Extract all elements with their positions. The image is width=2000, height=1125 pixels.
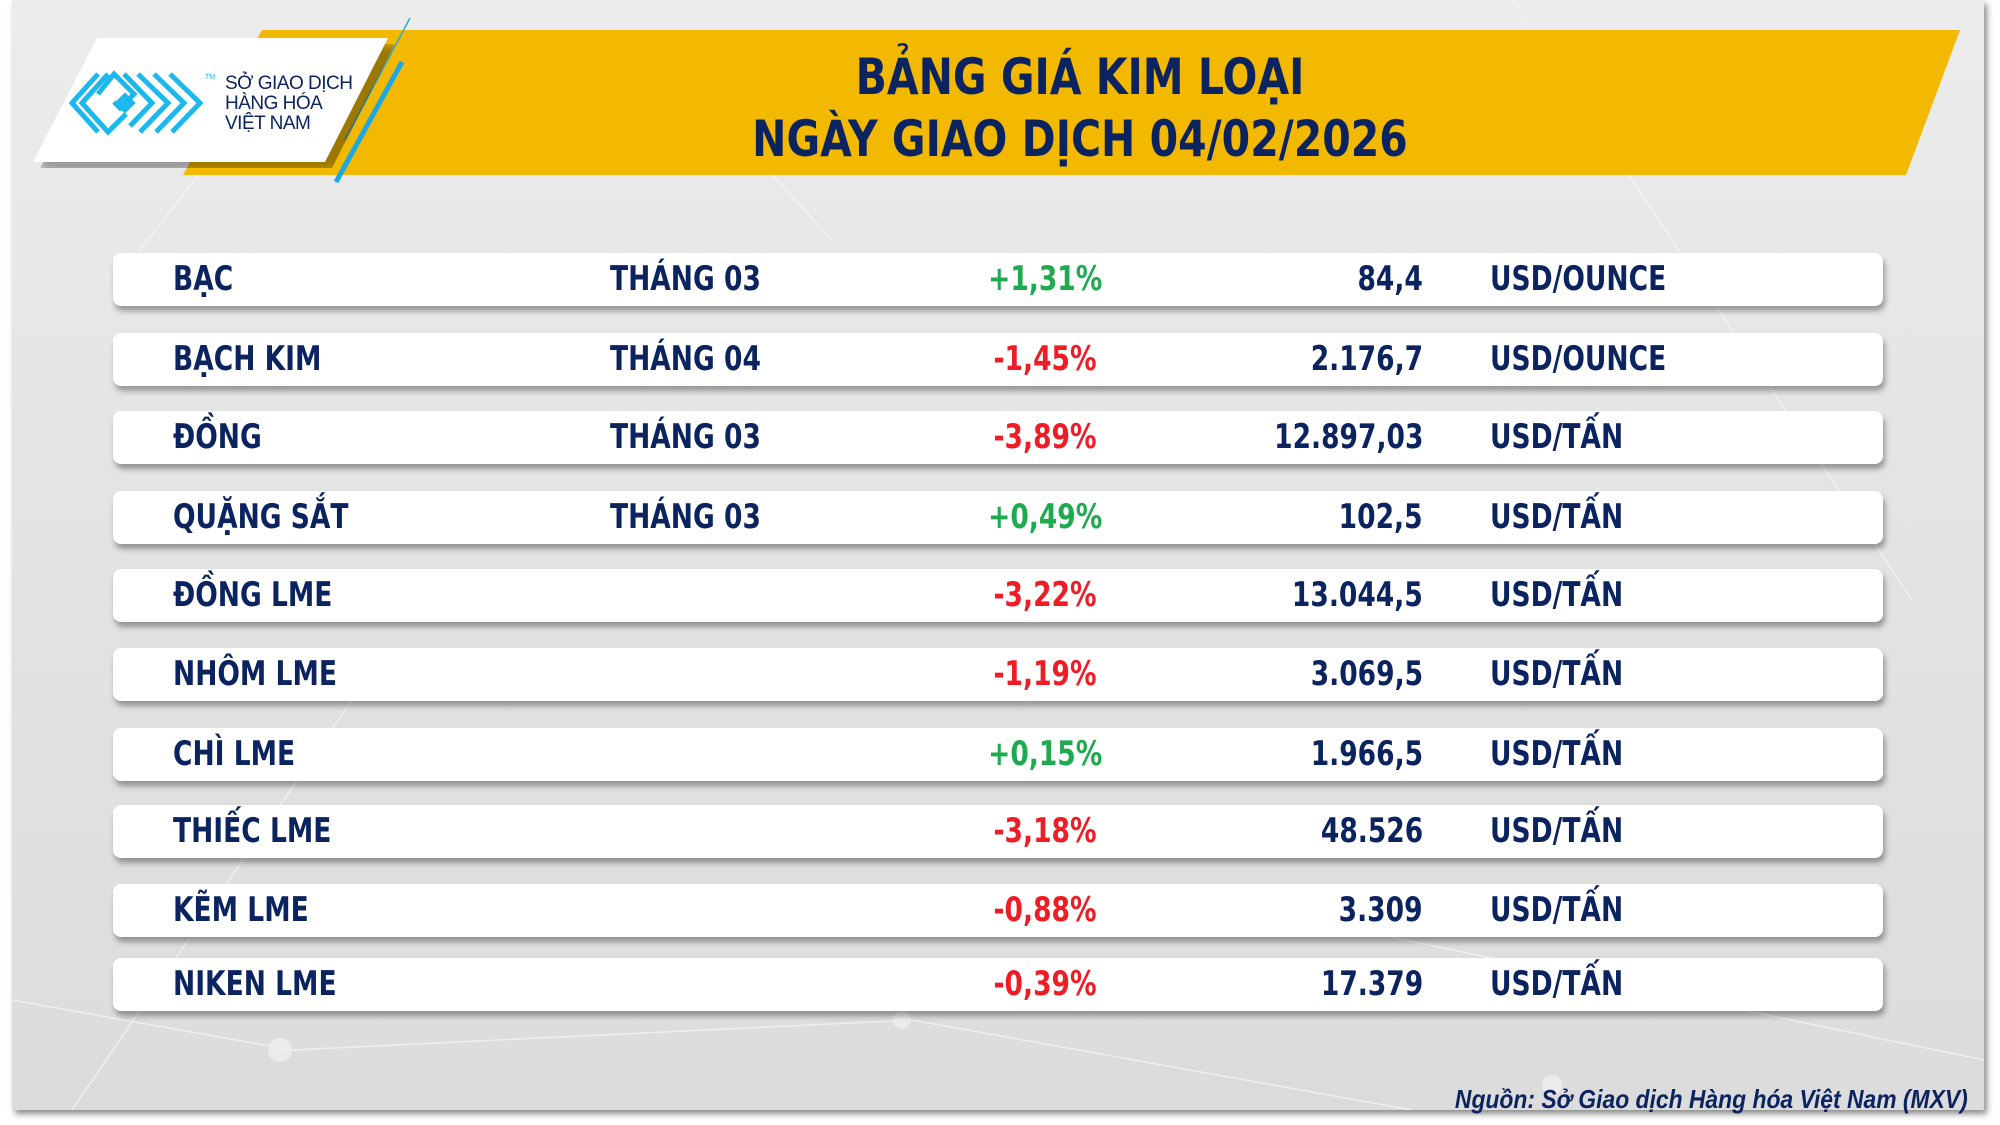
table-row: CHÌ LME +0,15% 1.966,5 USD/TẤN xyxy=(113,728,1883,781)
price-value: 3.069,5 xyxy=(1310,654,1423,694)
metal-name: NHÔM LME xyxy=(173,654,337,694)
table-row: NIKEN LME -0,39% 17.379 USD/TẤN xyxy=(113,958,1883,1011)
table-row: ĐỒNG LME -3,22% 13.044,5 USD/TẤN xyxy=(113,569,1883,622)
percent-change: +0,49% xyxy=(987,497,1103,537)
percent-change: -3,22% xyxy=(993,575,1097,615)
metal-name: QUẶNG SẮT xyxy=(173,497,349,537)
contract-month: THÁNG 03 xyxy=(610,259,761,299)
metal-name: CHÌ LME xyxy=(173,734,296,774)
table-row: NHÔM LME -1,19% 3.069,5 USD/TẤN xyxy=(113,648,1883,701)
price-value: 84,4 xyxy=(1357,259,1423,299)
percent-change: -0,88% xyxy=(993,890,1097,930)
metal-name: ĐỒNG xyxy=(173,417,262,457)
title-banner xyxy=(183,30,1960,175)
price-unit: USD/OUNCE xyxy=(1490,339,1667,379)
table-row: BẠCH KIM THÁNG 04 -1,45% 2.176,7 USD/OUN… xyxy=(113,333,1883,386)
percent-change: -3,18% xyxy=(993,811,1097,851)
table-row: THIẾC LME -3,18% 48.526 USD/TẤN xyxy=(113,805,1883,858)
percent-change: -3,89% xyxy=(993,417,1097,457)
price-unit: USD/TẤN xyxy=(1490,890,1624,930)
price-value: 1.966,5 xyxy=(1310,734,1423,774)
price-unit: USD/TẤN xyxy=(1490,811,1624,851)
trade-date-subtitle: NGÀY GIAO DỊCH 04/02/2026 xyxy=(752,110,1408,168)
table-row: KẼM LME -0,88% 3.309 USD/TẤN xyxy=(113,884,1883,937)
table-row: QUẶNG SẮT THÁNG 03 +0,49% 102,5 USD/TẤN xyxy=(113,491,1883,544)
price-value: 2.176,7 xyxy=(1310,339,1423,379)
metal-name: BẠC xyxy=(173,259,234,299)
percent-change: -0,39% xyxy=(993,964,1097,1004)
price-unit: USD/TẤN xyxy=(1490,964,1624,1004)
percent-change: -1,19% xyxy=(993,654,1097,694)
metal-name: BẠCH KIM xyxy=(173,339,322,379)
price-value: 48.526 xyxy=(1320,811,1423,851)
contract-month: THÁNG 03 xyxy=(610,497,761,537)
price-unit: USD/TẤN xyxy=(1490,734,1624,774)
price-unit: USD/OUNCE xyxy=(1490,259,1667,299)
metal-name: THIẾC LME xyxy=(173,811,332,851)
logo-line-3: VIỆT NAM xyxy=(225,113,311,134)
logo-card xyxy=(33,38,388,162)
price-unit: USD/TẤN xyxy=(1490,575,1624,615)
metal-name: KẼM LME xyxy=(173,890,309,930)
price-value: 12.897,03 xyxy=(1273,417,1423,457)
price-unit: USD/TẤN xyxy=(1490,497,1624,537)
percent-change: +1,31% xyxy=(987,259,1103,299)
price-value: 102,5 xyxy=(1339,497,1423,537)
source-credit: Nguồn: Sở Giao dịch Hàng hóa Việt Nam (M… xyxy=(1455,1084,1968,1114)
contract-month: THÁNG 03 xyxy=(610,417,761,457)
table-row: BẠC THÁNG 03 +1,31% 84,4 USD/OUNCE xyxy=(113,253,1883,306)
mxv-logo-icon xyxy=(68,70,204,136)
percent-change: +0,15% xyxy=(987,734,1103,774)
page-title: BẢNG GIÁ KIM LOẠI xyxy=(855,48,1305,106)
price-value: 3.309 xyxy=(1339,890,1423,930)
percent-change: -1,45% xyxy=(993,339,1097,379)
logo-line-1: SỞ GIAO DỊCH xyxy=(225,73,353,94)
metal-name: ĐỒNG LME xyxy=(173,575,333,615)
logo-wordmark: SỞ GIAO DỊCH HÀNG HÓA VIỆT NAM xyxy=(225,73,353,134)
trademark-mark: TM xyxy=(205,74,216,81)
price-value: 17.379 xyxy=(1320,964,1423,1004)
contract-month: THÁNG 04 xyxy=(610,339,761,379)
table-row: ĐỒNG THÁNG 03 -3,89% 12.897,03 USD/TẤN xyxy=(113,411,1883,464)
logo-line-2: HÀNG HÓA xyxy=(225,93,323,114)
price-value: 13.044,5 xyxy=(1292,575,1423,615)
price-unit: USD/TẤN xyxy=(1490,654,1624,694)
price-unit: USD/TẤN xyxy=(1490,417,1624,457)
metal-name: NIKEN LME xyxy=(173,964,337,1004)
